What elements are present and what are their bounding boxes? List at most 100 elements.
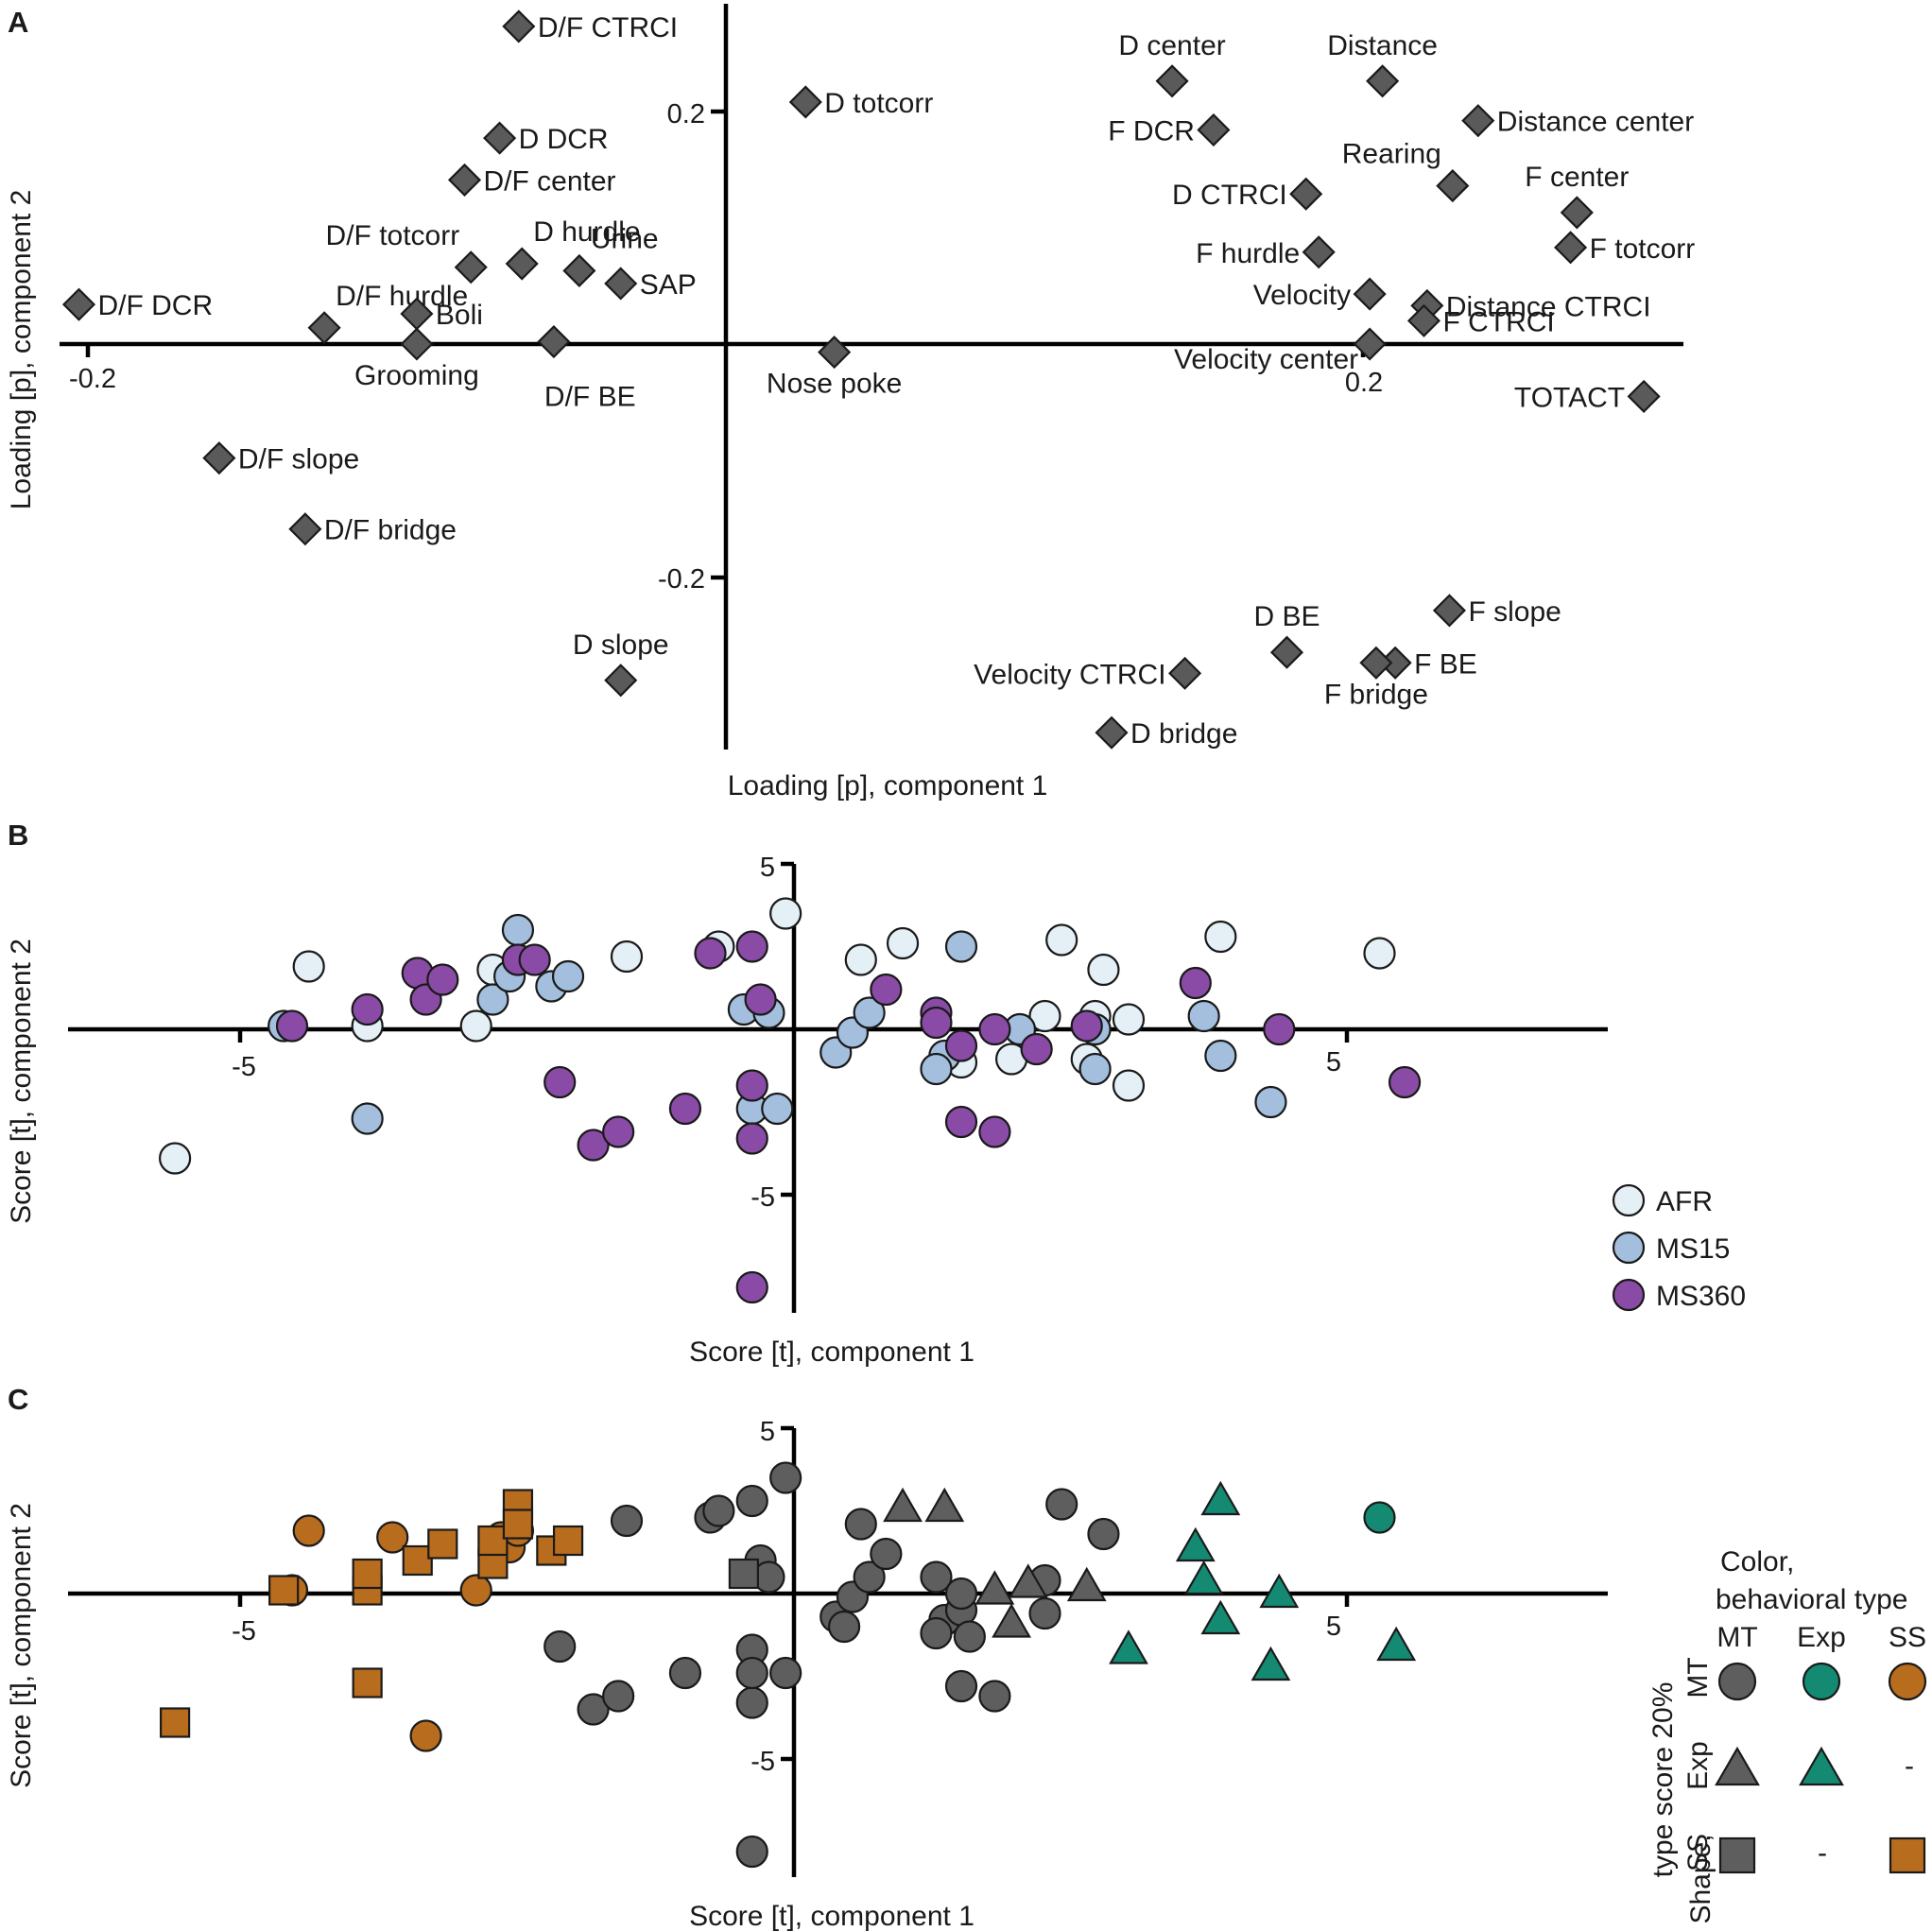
score-marker-ms360-29 (1388, 1065, 1422, 1099)
loading-label-distance-center: Distance center (1497, 107, 1694, 138)
score-marker-mt-circle-14 (769, 1461, 802, 1494)
loading-marker-sap (604, 267, 638, 301)
legend-c-color-title-1: Color, (1720, 1546, 1794, 1578)
score-marker-exp-triangle-3 (1183, 1560, 1224, 1595)
score-marker-ss-square-2 (268, 1575, 300, 1606)
legend-c-empty-exp-ss: - (1905, 1750, 1914, 1782)
score-marker-afr-11 (1045, 923, 1078, 957)
score-marker-exp-triangle-8 (1376, 1626, 1417, 1662)
panel-b-legend: AFR MS15 MS360 (1612, 1183, 1746, 1312)
loading-label-d-dcr: D DCR (519, 124, 609, 155)
score-marker-ms360-5 (426, 963, 459, 996)
loading-marker-d-totcorr (788, 85, 822, 119)
panel-c: C -5 5 5 -5 Score [t], component 1 Score… (6, 1383, 1927, 1931)
score-marker-ms360-10 (602, 1115, 635, 1148)
score-marker-mt-circle-8 (735, 1484, 768, 1518)
loading-label-f-ctrci: F CTRCI (1442, 306, 1554, 337)
score-marker-ms15-18 (1078, 1052, 1112, 1086)
loading-marker-d-center (1155, 64, 1189, 98)
score-marker-mt-circle-29 (953, 1620, 986, 1653)
score-marker-ss-square-6 (402, 1544, 433, 1577)
score-marker-mt-circle-2 (577, 1693, 610, 1726)
legend-c-row-ss: SS (1682, 1834, 1714, 1871)
score-marker-exp-circle-1 (1363, 1501, 1396, 1534)
score-marker-mt-circle-28 (944, 1577, 978, 1611)
score-marker-exp-triangle-1 (1109, 1629, 1148, 1664)
loading-marker-totact (1627, 379, 1661, 413)
legend-c-col-exp: Exp (1797, 1622, 1846, 1653)
panel-c-x-tick-label-neg: -5 (232, 1616, 256, 1647)
panel-c-legend: Color, behavioral type MT Exp SS Shape, … (1647, 1546, 1927, 1924)
legend-c-col-mt: MT (1716, 1622, 1757, 1653)
panel-b-letter: B (8, 819, 28, 852)
panel-b-y-label: Score [t], component 2 (6, 939, 37, 1224)
score-marker-mt-circle-4 (610, 1504, 644, 1538)
panel-a: A -0.2 0.2 0.2 -0.2 Loading [p], compone… (6, 4, 1695, 802)
panel-b-x-tick-label-neg: -5 (232, 1052, 256, 1082)
loading-label-d-f-slope: D/F slope (238, 444, 359, 475)
panel-a-y-tick-label-pos: 0.2 (667, 99, 705, 129)
score-marker-ms360-1 (275, 1009, 309, 1043)
legend-c-exp-circle (1802, 1662, 1841, 1701)
loading-marker-f-totcorr (1554, 231, 1588, 265)
loading-marker-rearing (1436, 169, 1470, 203)
loading-marker-f-bridge (1359, 646, 1393, 680)
panel-b-y-tick-label-pos: 5 (760, 853, 775, 883)
loading-label-d-be: D BE (1253, 601, 1320, 632)
score-marker-ms360-7 (518, 943, 551, 976)
score-marker-ms360-8 (543, 1065, 577, 1099)
loading-label-f-totcorr: F totcorr (1590, 233, 1696, 265)
loading-marker-urine (562, 253, 596, 288)
score-marker-exp-triangle-4 (1200, 1480, 1241, 1516)
loading-marker-grooming (400, 327, 434, 361)
panel-b-y-tick-label-neg: -5 (750, 1182, 775, 1213)
score-marker-ms15-11 (761, 1092, 794, 1126)
loading-label-nose-poke: Nose poke (767, 369, 902, 400)
loading-marker-velocity-center (1353, 327, 1387, 361)
loading-marker-distance (1366, 64, 1400, 98)
loading-label-d-ctrci: D CTRCI (1172, 180, 1287, 211)
legend-c-row-exp: Exp (1682, 1741, 1714, 1790)
panel-c-letter: C (8, 1383, 28, 1416)
score-marker-ss-square-7 (427, 1528, 458, 1560)
loading-label-d-hurdle: D hurdle (533, 216, 640, 248)
score-marker-afr-2 (292, 950, 325, 983)
legend-c-mt-square (1718, 1836, 1756, 1874)
loading-marker-nose-poke (818, 336, 852, 370)
score-marker-ms360-24 (978, 1012, 1011, 1046)
score-marker-mt-triangle-1 (883, 1487, 923, 1523)
legend-c-shape-title-2: type score 20% (1647, 1682, 1679, 1878)
score-marker-mt-circle-34 (1087, 1517, 1120, 1551)
panel-c-x-label: Score [t], component 1 (689, 1901, 975, 1931)
loading-label-f-bridge: F bridge (1324, 679, 1428, 710)
score-marker-ms360-14 (735, 1069, 768, 1102)
score-marker-afr-22 (1112, 1069, 1146, 1102)
score-marker-ms15-7 (551, 959, 585, 993)
score-marker-ms15-20 (1204, 1039, 1237, 1073)
loading-marker-d-f-totcorr (454, 250, 488, 284)
score-marker-mt-circle-10 (735, 1686, 768, 1719)
panel-c-y-tick-label-neg: -5 (750, 1747, 775, 1777)
loading-marker-velocity (1353, 277, 1387, 311)
score-marker-mt-square-1 (728, 1558, 760, 1590)
score-marker-ms15-19 (1187, 999, 1220, 1033)
loading-label-d-slope: D slope (573, 629, 669, 661)
loading-marker-f-ctrci (1406, 303, 1441, 337)
score-marker-mt-circle-23 (920, 1560, 953, 1594)
loading-label-velocity-ctrci: Velocity CTRCI (974, 659, 1165, 690)
score-marker-mt-triangle-2 (924, 1487, 965, 1523)
score-marker-ss-circle-4 (409, 1719, 442, 1752)
legend-c-empty-ss-exp: - (1818, 1837, 1827, 1869)
score-marker-ss-square-9 (477, 1525, 509, 1557)
score-marker-afr-21 (1363, 937, 1396, 970)
score-marker-afr-12 (1087, 953, 1120, 987)
score-marker-ms360-9 (577, 1129, 610, 1162)
score-marker-ms15-16 (944, 930, 978, 963)
loading-label-d-totcorr: D totcorr (824, 88, 933, 119)
loading-marker-d-dcr (483, 121, 517, 155)
score-marker-ms15-21 (1254, 1085, 1287, 1119)
score-marker-exp-triangle-2 (1175, 1526, 1216, 1562)
legend-b-marker-ms360 (1612, 1278, 1646, 1312)
loading-label-f-center: F center (1525, 162, 1629, 193)
score-marker-mt-circle-3 (602, 1680, 635, 1713)
